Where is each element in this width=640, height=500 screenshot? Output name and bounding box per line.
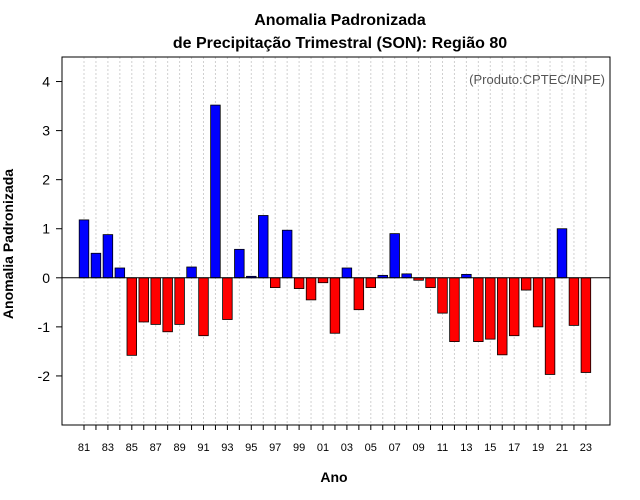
bar-00 [305,277,317,301]
y-tick-label: 1 [42,221,50,237]
bar-85 [126,277,138,356]
bar-16 [497,277,508,356]
bar-91 [198,277,209,337]
x-tick-label: 21 [556,442,568,454]
bar-03 [341,267,353,279]
y-tick-label: 0 [42,270,50,286]
bar-87 [150,277,161,325]
bar-19 [532,277,544,328]
x-tick-label: 91 [197,442,209,454]
bar-84 [114,267,126,279]
x-tick-label: 01 [317,442,329,454]
bar-01 [317,277,329,284]
bar-08 [401,273,412,279]
bar-99 [293,277,305,289]
bar-96 [258,215,269,279]
bar-83 [102,234,114,279]
bar-81 [78,219,90,279]
bar-93 [222,277,233,320]
x-tick-label: 81 [78,442,90,454]
chart-title-line1: Anomalia Padronizada [254,12,426,29]
x-axis-label: Ano [320,469,347,485]
bar-11 [437,277,448,314]
x-tick-label: 03 [341,442,353,454]
x-tick-label: 11 [437,442,448,454]
bar-94 [234,248,245,279]
credit-text: (Produto:CPTEC/INPE) [469,72,605,87]
x-tick-label: 05 [365,442,377,454]
bar-14 [473,277,484,342]
x-tick-label: 13 [460,442,472,454]
x-tick-label: 07 [389,442,401,454]
bar-13 [461,273,472,279]
x-tick-label: 87 [150,442,162,454]
bar-98 [281,229,293,279]
bar-17 [508,277,520,337]
x-tick-label: 23 [580,442,592,454]
bar-12 [449,277,460,342]
x-tick-label: 89 [173,442,185,454]
bar-86 [138,277,149,323]
plot-frame [61,56,611,426]
x-tick-label: 19 [532,442,544,454]
y-tick-label: 2 [42,172,50,188]
bar-20 [544,277,556,375]
bar-04 [353,277,365,311]
y-axis: -2 -1 0 1 2 3 4 [38,74,62,384]
bar-05 [365,277,377,289]
x-tick-label: 95 [245,442,257,454]
bar-23 [580,277,592,373]
bar-97 [269,277,281,289]
bar-15 [485,277,496,340]
bar-series [78,104,592,375]
bar-92 [210,104,221,279]
bar-07 [389,233,400,279]
y-tick-label: -1 [38,319,51,335]
x-tick-label: 97 [269,442,281,454]
y-tick-label: 3 [42,123,50,139]
x-tick-label: 09 [412,442,424,454]
bar-88 [162,277,173,333]
chart-title-line2: de Precipitação Trimestral (SON): Região… [173,35,507,52]
bar-10 [425,277,436,289]
bar-89 [174,277,185,325]
bar-21 [556,228,568,279]
x-tick-label: 85 [126,442,138,454]
bar-18 [520,277,532,291]
vertical-gridlines [83,57,587,425]
bar-90 [186,266,197,279]
x-tick-label: 83 [102,442,114,454]
x-axis: 81 83 85 87 89 91 93 95 97 99 01 03 05 07 09 11 13 15 17 19… [78,425,592,454]
y-axis-label: Anomalia Padronizada [0,169,16,319]
y-tick-label: 4 [42,74,50,90]
bar-82 [90,252,102,279]
x-tick-label: 93 [221,442,233,454]
x-tick-label: 99 [293,442,305,454]
x-tick-label: 17 [508,442,520,454]
y-tick-label: -2 [38,368,51,384]
bar-22 [568,277,580,326]
x-tick-label: 15 [484,442,496,454]
bar-02 [329,277,341,334]
